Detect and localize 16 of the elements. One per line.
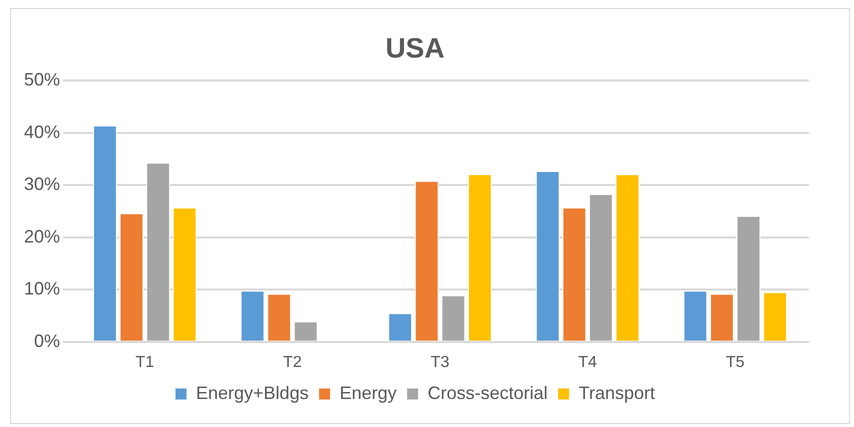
- x-tick-label: T2: [283, 354, 302, 371]
- legend-label: Energy+Bldgs: [196, 382, 309, 403]
- y-tick-label: 20%: [24, 226, 60, 246]
- legend-label: Transport: [578, 382, 655, 403]
- y-tick-label: 40%: [24, 122, 60, 142]
- legend-label: Energy: [340, 382, 397, 403]
- y-tick-label: 50%: [24, 70, 60, 90]
- x-tick-label: T4: [578, 354, 598, 371]
- x-tick-label: T5: [726, 354, 745, 371]
- y-tick-label: 30%: [24, 174, 60, 194]
- x-tick-label: T3: [430, 354, 450, 371]
- y-tick-label: 10%: [24, 278, 60, 299]
- legend-label: Cross-sectorial: [428, 382, 548, 403]
- chart-title: USA: [385, 32, 445, 64]
- x-tick-label: T1: [135, 354, 154, 371]
- y-tick-label: 0%: [34, 330, 60, 351]
